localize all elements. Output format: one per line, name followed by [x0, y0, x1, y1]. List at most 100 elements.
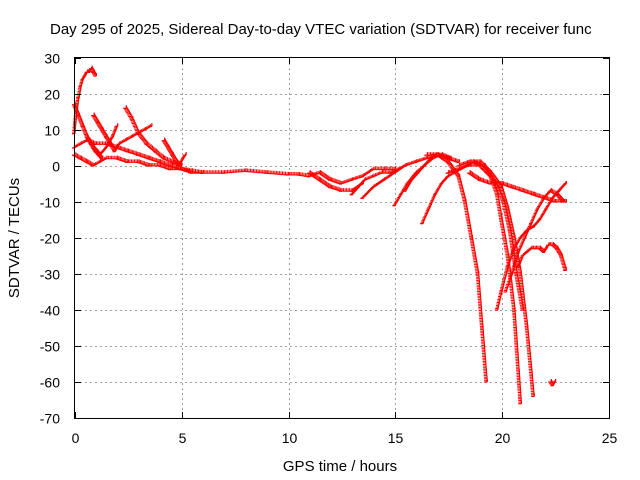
data-point [161, 155, 166, 160]
data-point [524, 325, 529, 329]
data-point [409, 177, 414, 181]
data-point [554, 245, 559, 250]
series-arc-24 [548, 379, 557, 387]
data-point [339, 181, 343, 185]
data-point [537, 217, 542, 221]
data-point [548, 188, 552, 192]
data-point [136, 130, 140, 135]
data-point [544, 206, 548, 210]
chart-title: Day 295 of 2025, Sidereal Day-to-day VTE… [50, 21, 592, 38]
data-point [494, 307, 499, 311]
data-point [445, 159, 450, 163]
series-arc-11 [349, 166, 401, 196]
data-point [178, 159, 183, 163]
data-point [559, 253, 563, 257]
data-point [467, 159, 471, 163]
data-point [531, 393, 535, 397]
data-point [520, 188, 525, 192]
data-point [87, 137, 91, 142]
y-tick-label: -60 [40, 375, 60, 391]
data-point [524, 249, 529, 253]
data-point [516, 263, 520, 268]
data-point [136, 152, 140, 156]
data-point [475, 271, 480, 275]
data-point [142, 127, 147, 131]
data-point [200, 170, 204, 174]
data-point [535, 206, 540, 210]
series-arc-9 [176, 152, 187, 167]
data-point [501, 199, 505, 203]
data-point [82, 73, 87, 77]
data-point [529, 220, 533, 225]
data-point [129, 116, 134, 120]
data-point [533, 245, 537, 250]
data-point [174, 159, 179, 163]
data-point [520, 253, 525, 257]
data-point [356, 184, 360, 189]
y-tick-label: 10 [44, 123, 60, 139]
data-point [78, 83, 82, 88]
data-point [413, 159, 418, 163]
data-point [317, 170, 322, 174]
series-arc-22 [516, 242, 567, 271]
data-point [447, 155, 452, 160]
data-point [541, 195, 546, 199]
data-point [87, 69, 91, 73]
data-point [78, 141, 82, 145]
data-point [503, 289, 508, 293]
data-point [563, 199, 567, 203]
data-point [398, 191, 403, 196]
data-point [433, 191, 437, 196]
data-point [349, 191, 354, 196]
y-tick-label: -50 [40, 339, 60, 355]
series-arc-4 [72, 137, 204, 174]
data-point [505, 253, 510, 257]
data-point [424, 152, 428, 156]
x-tick-label: 0 [72, 430, 80, 446]
data-point [456, 173, 461, 178]
data-point [512, 245, 516, 250]
data-points [72, 65, 567, 405]
y-tick-label: 0 [52, 159, 60, 175]
data-point [509, 184, 514, 189]
y-tick-label: -70 [40, 411, 60, 427]
data-point [422, 163, 426, 167]
data-point [97, 152, 102, 156]
series-arc-8 [161, 137, 183, 167]
data-point [328, 184, 332, 189]
data-point [477, 159, 482, 163]
data-point [428, 155, 433, 160]
data-point [328, 177, 332, 181]
data-point [349, 177, 354, 181]
data-point [403, 188, 407, 192]
data-point [456, 159, 461, 163]
data-point [183, 152, 187, 156]
data-point [499, 289, 503, 293]
data-point [563, 181, 567, 185]
data-point [392, 202, 396, 207]
data-point [84, 134, 89, 138]
data-point [516, 249, 520, 253]
data-point [76, 112, 80, 117]
data-point [482, 163, 486, 167]
data-point [317, 177, 322, 181]
data-point [435, 152, 439, 156]
data-point [125, 148, 129, 153]
data-point [415, 170, 420, 174]
data-point [176, 163, 181, 167]
data-point [548, 379, 552, 383]
data-point [339, 188, 343, 192]
data-point [114, 155, 119, 160]
data-point [488, 173, 493, 178]
data-point [456, 163, 461, 167]
x-tick-label: 10 [282, 430, 298, 446]
data-point [91, 145, 95, 149]
data-point [99, 127, 104, 131]
data-point [264, 170, 268, 174]
data-point [388, 170, 392, 174]
data-point [462, 199, 467, 203]
data-point [371, 173, 375, 178]
data-point [379, 170, 384, 174]
data-point [552, 199, 557, 203]
